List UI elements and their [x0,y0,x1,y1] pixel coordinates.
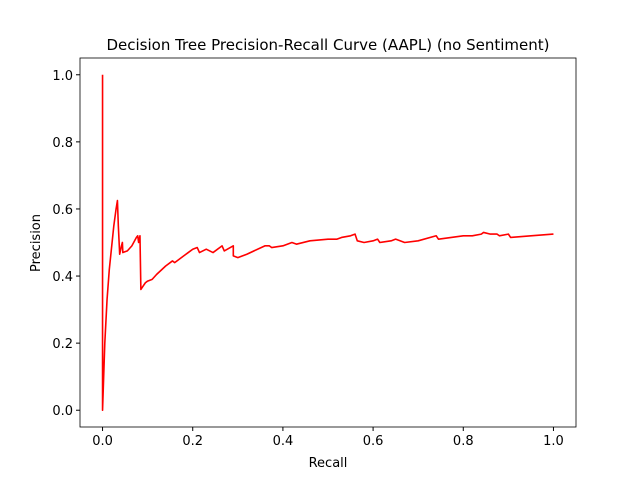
chart-title: Decision Tree Precision-Recall Curve (AA… [106,36,549,54]
y-tick-label: 0.2 [52,337,73,352]
plot-frame [79,57,577,428]
y-tick-label: 0.0 [52,404,73,419]
x-tick-label: 0.8 [453,434,474,449]
y-axis-label: Precision [29,214,44,272]
x-tick-label: 0.6 [363,434,384,449]
x-tick-label: 0.4 [273,434,294,449]
y-tick-label: 0.6 [52,203,73,218]
y-tick-label: 1.0 [52,69,73,84]
pr-curve [101,74,554,412]
x-tick-label: 0.0 [92,434,113,449]
x-axis-label: Recall [309,456,348,471]
x-tick-label: 1.0 [543,434,564,449]
y-tick-label: 0.4 [52,270,73,285]
y-tick-label: 0.8 [52,136,73,151]
x-tick-label: 0.2 [182,434,203,449]
